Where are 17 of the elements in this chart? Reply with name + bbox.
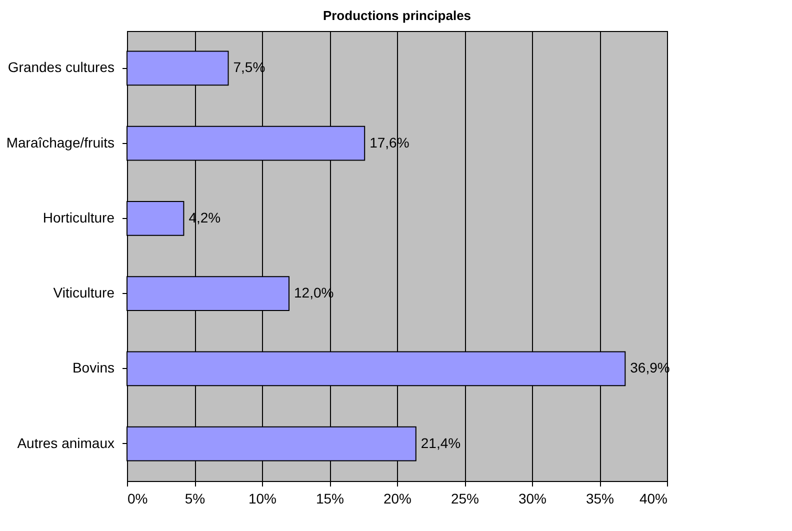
x-tick-label: 30% <box>518 490 547 506</box>
chart-title: Productions principales <box>322 8 472 23</box>
y-tick-label: Maraîchage/fruits <box>6 134 114 150</box>
x-tick-label: 10% <box>248 490 277 506</box>
y-tick-label: Autres animaux <box>17 434 114 451</box>
y-tick-label: Horticulture <box>42 209 115 226</box>
x-tick-label: 25% <box>450 490 480 506</box>
y-tick-label: Viticulture <box>53 284 115 301</box>
y-tick-label: Bovins <box>72 360 114 376</box>
x-tick-label: 35% <box>586 490 614 506</box>
x-tick-label: 15% <box>316 490 344 506</box>
x-tick-label: 5% <box>184 490 206 506</box>
y-tick-label: Grandes cultures <box>8 59 114 76</box>
x-tick-label: 0% <box>128 490 148 506</box>
x-tick-label: 40% <box>639 490 668 506</box>
text: 21,4% <box>420 434 461 451</box>
x-tick-label: 20% <box>383 490 412 506</box>
